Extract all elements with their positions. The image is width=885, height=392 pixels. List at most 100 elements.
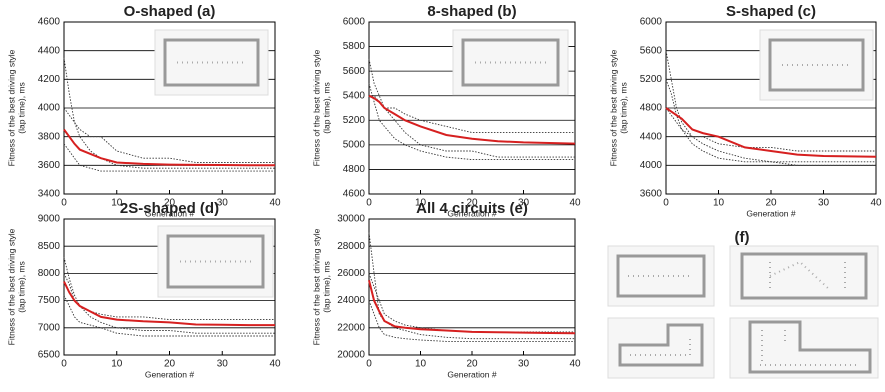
y-tick-label: 4600 — [38, 17, 61, 28]
x-tick-label: 20 — [164, 198, 176, 209]
y-axis-label: (lap time), ms — [618, 82, 628, 133]
track-path — [630, 335, 691, 356]
x-tick-label: 0 — [61, 359, 67, 370]
track-outline — [740, 252, 868, 300]
y-tick-label: 3400 — [38, 189, 61, 200]
x-tick-label: 20 — [466, 198, 478, 209]
y-tick-label: 8500 — [38, 241, 61, 252]
series-line — [368, 94, 576, 145]
track-outline — [166, 234, 265, 289]
track-outline — [163, 38, 260, 87]
y-tick-label: 5600 — [343, 66, 366, 77]
x-tick-label: 0 — [663, 198, 669, 209]
track-image — [729, 317, 879, 379]
y-tick-label: 5200 — [343, 115, 366, 126]
x-tick-label: 20 — [164, 359, 176, 370]
x-tick-label: 20 — [466, 359, 478, 370]
chart: 3600 4000 4400 4800 5200 5600 6000 0 10 20 30 40 S-s… — [608, 3, 882, 218]
track-outline — [748, 320, 872, 374]
series-line — [665, 50, 876, 166]
chart: 4600 4800 5000 5200 5400 5600 5800 6000 0 10 20 30 4… — [311, 3, 581, 218]
track-image — [759, 29, 874, 101]
x-tick-label: 10 — [415, 198, 427, 209]
y-tick-label: 5800 — [343, 41, 366, 52]
y-tick-label: 26000 — [337, 268, 365, 279]
track-outline — [618, 323, 704, 367]
x-axis-label: Generation # — [145, 208, 194, 218]
y-axis-label: Fitness of the best driving style — [311, 49, 321, 166]
y-tick-label: 4800 — [343, 164, 366, 175]
y-tick-label: 8000 — [38, 268, 61, 279]
series-line — [63, 107, 275, 163]
x-tick-label: 10 — [111, 359, 123, 370]
track-image — [607, 317, 715, 379]
x-axis-label: Generation # — [145, 369, 194, 379]
series-line — [63, 281, 275, 327]
series-line — [368, 83, 575, 161]
x-axis-label: Generation # — [447, 208, 496, 218]
x-tick-label: 30 — [518, 198, 530, 209]
x-tick-label: 10 — [713, 198, 725, 209]
y-tick-label: 3800 — [38, 131, 61, 142]
y-tick-label: 4800 — [640, 103, 663, 114]
plot-area — [368, 218, 576, 356]
series-line — [63, 128, 276, 167]
x-tick-label: 0 — [61, 198, 67, 209]
chart: 3400 3600 3800 4000 4200 4400 4600 0 10 20 30 40 O-s… — [6, 3, 281, 218]
track-outline — [461, 38, 560, 87]
series-line — [368, 279, 576, 335]
x-tick-label: 0 — [366, 359, 372, 370]
series-line — [63, 273, 275, 321]
y-tick-label: 4400 — [38, 45, 61, 56]
y-tick-label: 24000 — [337, 295, 365, 306]
y-tick-label: 6000 — [640, 17, 663, 28]
y-axis-label: (lap time), ms — [321, 261, 331, 312]
series-line — [368, 300, 575, 342]
y-tick-label: 20000 — [337, 350, 365, 361]
series-line — [368, 58, 575, 158]
x-tick-label: 40 — [569, 198, 581, 209]
track-image — [729, 245, 879, 307]
y-tick-label: 4400 — [640, 131, 663, 142]
y-tick-label: 4200 — [38, 74, 61, 85]
y-axis-label: Fitness of the best driving style — [6, 49, 16, 166]
y-axis-label: Fitness of the best driving style — [608, 49, 618, 166]
x-tick-label: 30 — [518, 359, 530, 370]
y-tick-label: 7000 — [38, 322, 61, 333]
series-line — [368, 232, 575, 340]
x-tick-label: 10 — [111, 198, 123, 209]
series-line — [665, 107, 877, 158]
track-path — [769, 260, 846, 291]
x-axis-label: Generation # — [447, 369, 496, 379]
series-line — [63, 295, 275, 337]
x-tick-label: 40 — [269, 198, 281, 209]
y-tick-label: 6500 — [38, 350, 61, 361]
x-tick-label: 20 — [765, 198, 777, 209]
track-images — [607, 245, 879, 379]
x-tick-label: 0 — [366, 198, 372, 209]
series-line — [63, 143, 275, 172]
y-axis-label: Fitness of the best driving style — [311, 228, 321, 345]
y-tick-label: 5200 — [640, 74, 663, 85]
y-tick-label: 22000 — [337, 322, 365, 333]
y-tick-label: 4000 — [640, 160, 663, 171]
y-tick-label: 9000 — [38, 214, 61, 225]
chart-title: O-shaped (a) — [124, 3, 216, 20]
x-tick-label: 30 — [217, 198, 229, 209]
y-tick-label: 7500 — [38, 295, 61, 306]
y-tick-label: 5000 — [343, 139, 366, 150]
chart-title: All 4 circuits (e) — [416, 200, 528, 217]
track-outline — [768, 38, 865, 92]
x-tick-label: 30 — [818, 198, 830, 209]
x-tick-label: 10 — [415, 359, 427, 370]
y-tick-label: 30000 — [337, 214, 365, 225]
series-line — [63, 57, 275, 169]
y-tick-label: 3600 — [38, 160, 61, 171]
panel-label: (f) — [735, 229, 750, 246]
y-tick-label: 5600 — [640, 45, 663, 56]
y-tick-label: 4000 — [38, 103, 61, 114]
chart-title: S-shaped (c) — [726, 3, 816, 20]
